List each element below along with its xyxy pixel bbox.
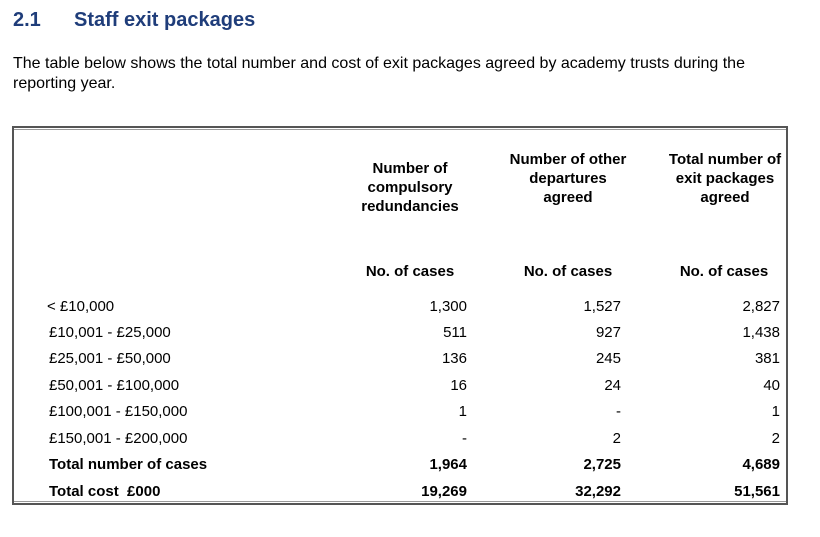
column-heading-other-departures: Number of other departures agreed: [509, 151, 627, 206]
column-unit-total-exit-packages: No. of cases: [679, 263, 769, 280]
column-heading-compulsory-redundancies: Number of compulsory redundancies: [361, 160, 459, 215]
band-label: £100,001 - £150,000: [49, 403, 188, 420]
table-row: £150,001 - £200,000 - 2 2: [0, 429, 820, 455]
table-row: £10,001 - £25,000 511 927 1,438: [0, 323, 820, 349]
column-unit-other-departures: No. of cases: [523, 263, 613, 280]
other-departures-total: 2,725: [583, 456, 621, 473]
other-departures-value: 2: [612, 430, 621, 447]
other-departures-value: 1,527: [583, 298, 621, 315]
column-heading-total-exit-packages: Total number of exit packages agreed: [668, 151, 782, 206]
table-bottom-rule: [14, 501, 786, 502]
table-row: < £10,000 1,300 1,527 2,827: [0, 297, 820, 323]
total-packages-value: 1: [771, 403, 780, 420]
total-cost-label: Total cost £000: [49, 483, 161, 500]
table-top-rule: [14, 129, 786, 130]
compulsory-redundancies-value: 1,300: [429, 298, 467, 315]
table-row: £50,001 - £100,000 16 24 40: [0, 376, 820, 402]
other-departures-value: -: [616, 403, 621, 420]
band-label: £50,001 - £100,000: [49, 377, 180, 394]
other-departures-value: 24: [604, 377, 621, 394]
other-departures-value: 927: [595, 324, 621, 341]
section-heading: 2.1 Staff exit packages: [13, 9, 255, 32]
total-packages-value: 2: [771, 430, 780, 447]
total-packages-cost: 51,561: [734, 483, 780, 500]
other-departures-cost: 32,292: [575, 483, 621, 500]
compulsory-redundancies-value: -: [462, 430, 467, 447]
total-cases-row: Total number of cases 1,964 2,725 4,689: [0, 455, 820, 481]
section-number: 2.1: [13, 9, 41, 31]
total-packages-total: 4,689: [742, 456, 780, 473]
total-packages-value: 381: [754, 350, 780, 367]
table-row: £25,001 - £50,000 136 245 381: [0, 349, 820, 375]
band-label: < £10,000: [47, 298, 115, 315]
compulsory-redundancies-value: 16: [450, 377, 467, 394]
compulsory-redundancies-value: 1: [458, 403, 467, 420]
total-cost-row: Total cost £000 19,269 32,292 51,561: [0, 482, 820, 508]
table-row: £100,001 - £150,000 1 - 1: [0, 402, 820, 428]
column-unit-compulsory-redundancies: No. of cases: [365, 263, 455, 280]
band-label: £25,001 - £50,000: [49, 350, 171, 367]
total-cases-label: Total number of cases: [49, 456, 208, 473]
compulsory-redundancies-total: 1,964: [429, 456, 467, 473]
intro-paragraph: The table below shows the total number a…: [13, 55, 745, 92]
band-label: £10,001 - £25,000: [49, 324, 171, 341]
compulsory-redundancies-cost: 19,269: [421, 483, 467, 500]
compulsory-redundancies-value: 511: [443, 324, 467, 341]
section-title: Staff exit packages: [74, 9, 256, 31]
total-packages-value: 40: [763, 377, 780, 394]
compulsory-redundancies-value: 136: [441, 350, 467, 367]
total-packages-value: 1,438: [742, 324, 780, 341]
band-label: £150,001 - £200,000: [49, 430, 188, 447]
other-departures-value: 245: [595, 350, 621, 367]
exit-packages-table: [12, 126, 788, 505]
total-packages-value: 2,827: [742, 298, 780, 315]
